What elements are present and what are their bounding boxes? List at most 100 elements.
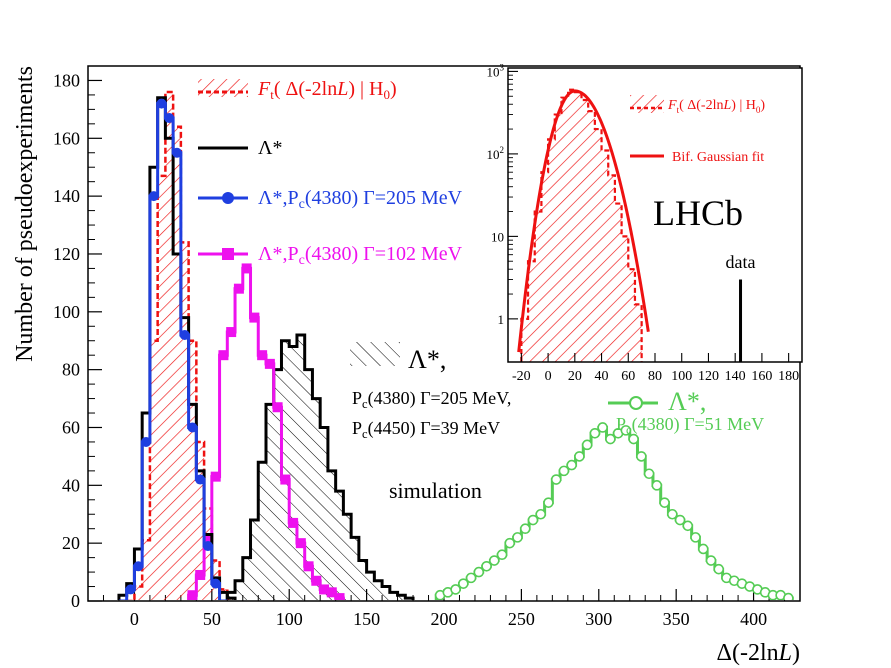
x-tick-label: 300 — [585, 609, 612, 629]
data-point — [148, 191, 159, 202]
data-point — [667, 508, 678, 520]
data-point — [620, 425, 632, 436]
data-point — [574, 451, 585, 462]
data-point — [519, 523, 531, 535]
inset-y-tick-label: 1 — [498, 312, 505, 327]
lhcb-label: LHCb — [653, 193, 743, 233]
y-tick-label: 60 — [62, 417, 80, 437]
inset-fit-curve — [517, 89, 650, 353]
data-point — [496, 549, 508, 561]
data-label: data — [726, 252, 756, 272]
series-outline — [126, 90, 236, 600]
inset-y-tick-label: 103 — [487, 62, 505, 79]
data-point — [682, 520, 694, 532]
simulation-label: simulation — [389, 478, 482, 503]
data-point — [636, 451, 647, 462]
data-point — [210, 578, 221, 589]
data-point — [589, 427, 601, 439]
hatched-swatch — [350, 342, 400, 366]
inset-y-tick-label: 10 — [491, 229, 504, 244]
data-point — [125, 584, 136, 595]
inset-x-tick-label: 40 — [595, 369, 609, 384]
data-point — [643, 468, 655, 480]
data-point — [713, 563, 725, 575]
legend-label-lambda: Λ* — [258, 137, 283, 159]
data-point — [450, 584, 461, 595]
x-tick-label: 100 — [276, 609, 303, 629]
inset-x-tick-label: 160 — [751, 369, 772, 384]
data-point — [690, 532, 701, 543]
inset-legend: Ft( Δ(-2lnL) | H0) Bif. Gaussian fit — [630, 95, 765, 165]
data-point — [210, 471, 221, 482]
series-outline — [225, 333, 415, 600]
data-point — [156, 98, 167, 109]
green-label-pc4380: Pc(4380) Γ=51 MeV — [616, 414, 764, 437]
data-point — [164, 113, 175, 124]
data-point — [550, 474, 562, 485]
y-tick-label: 140 — [53, 186, 80, 206]
inset-series-fill — [521, 89, 642, 362]
inset-axes: -20 0 20 40 60 80 100 120 140 160 180 1 10 102 103 — [487, 62, 800, 384]
y-tick-label: 100 — [53, 302, 80, 322]
data-point — [527, 514, 539, 526]
series-2 — [118, 98, 228, 600]
data-point — [334, 593, 345, 600]
y-tick-label: 120 — [53, 244, 80, 264]
data-point — [504, 537, 516, 549]
legend-label-ft: Ft( Δ(-2lnL) | H0) — [257, 78, 397, 102]
data-point — [489, 555, 500, 566]
inset-legend-label-ft: Ft( Δ(-2lnL) | H0) — [667, 98, 765, 115]
inset-legend-label-fit: Bif. Gaussian fit — [672, 150, 764, 165]
data-point — [288, 517, 299, 528]
series-outline — [117, 96, 237, 600]
data-point — [674, 514, 686, 526]
data-point — [241, 263, 252, 274]
data-point — [535, 508, 547, 520]
main-series-group — [117, 90, 794, 600]
inset-x-tick-label: 0 — [545, 369, 552, 384]
data-point — [187, 422, 198, 433]
main-axes: 0 50 100 150 200 250 300 350 4000204060801001201… — [53, 65, 786, 629]
inset-x-tick-label: 100 — [671, 369, 692, 384]
inset-x-tick-label: 140 — [725, 369, 746, 384]
main-legend: Ft( Δ(-2lnL) | H0) Λ* Λ*,Pc(4380) Γ=205 … — [198, 78, 463, 268]
data-point — [272, 402, 283, 413]
inset-x-tick-label: 180 — [778, 369, 799, 384]
data-point — [133, 561, 144, 572]
data-point — [605, 433, 616, 445]
data-point — [465, 572, 477, 584]
y-tick-label: 40 — [62, 475, 80, 495]
x-tick-label: 250 — [508, 609, 535, 629]
data-point — [659, 497, 670, 508]
inset-x-tick-label: -20 — [512, 369, 531, 384]
data-point — [597, 422, 608, 433]
data-point — [628, 433, 639, 445]
data-point — [303, 561, 314, 572]
inset-y-tick-label: 102 — [487, 145, 505, 162]
inset-legend-swatch-ft — [630, 95, 664, 113]
data-point — [195, 474, 206, 485]
data-point — [326, 587, 337, 598]
data-point — [651, 480, 663, 491]
data-point — [481, 560, 492, 572]
x-tick-label: 0 — [130, 609, 139, 629]
green-label-lambda: Λ*, — [668, 387, 706, 416]
data-point — [473, 566, 485, 578]
legend-swatch-ft — [198, 79, 248, 97]
data-point — [257, 350, 268, 361]
x-tick-label: 150 — [353, 609, 380, 629]
data-point — [141, 436, 152, 447]
y-tick-label: 0 — [71, 591, 80, 611]
hatched-label-lambda: Λ*, — [408, 345, 446, 374]
data-point — [218, 350, 229, 361]
data-point — [195, 569, 206, 580]
series-4 — [225, 333, 415, 600]
data-point — [311, 575, 322, 586]
data-point — [226, 327, 237, 338]
data-point — [249, 312, 260, 323]
x-tick-label: 350 — [663, 609, 690, 629]
data-point — [458, 578, 469, 589]
inset-x-tick-label: 80 — [648, 369, 662, 384]
legend-label-205: Λ*,Pc(4380) Γ=205 MeV — [258, 187, 463, 212]
